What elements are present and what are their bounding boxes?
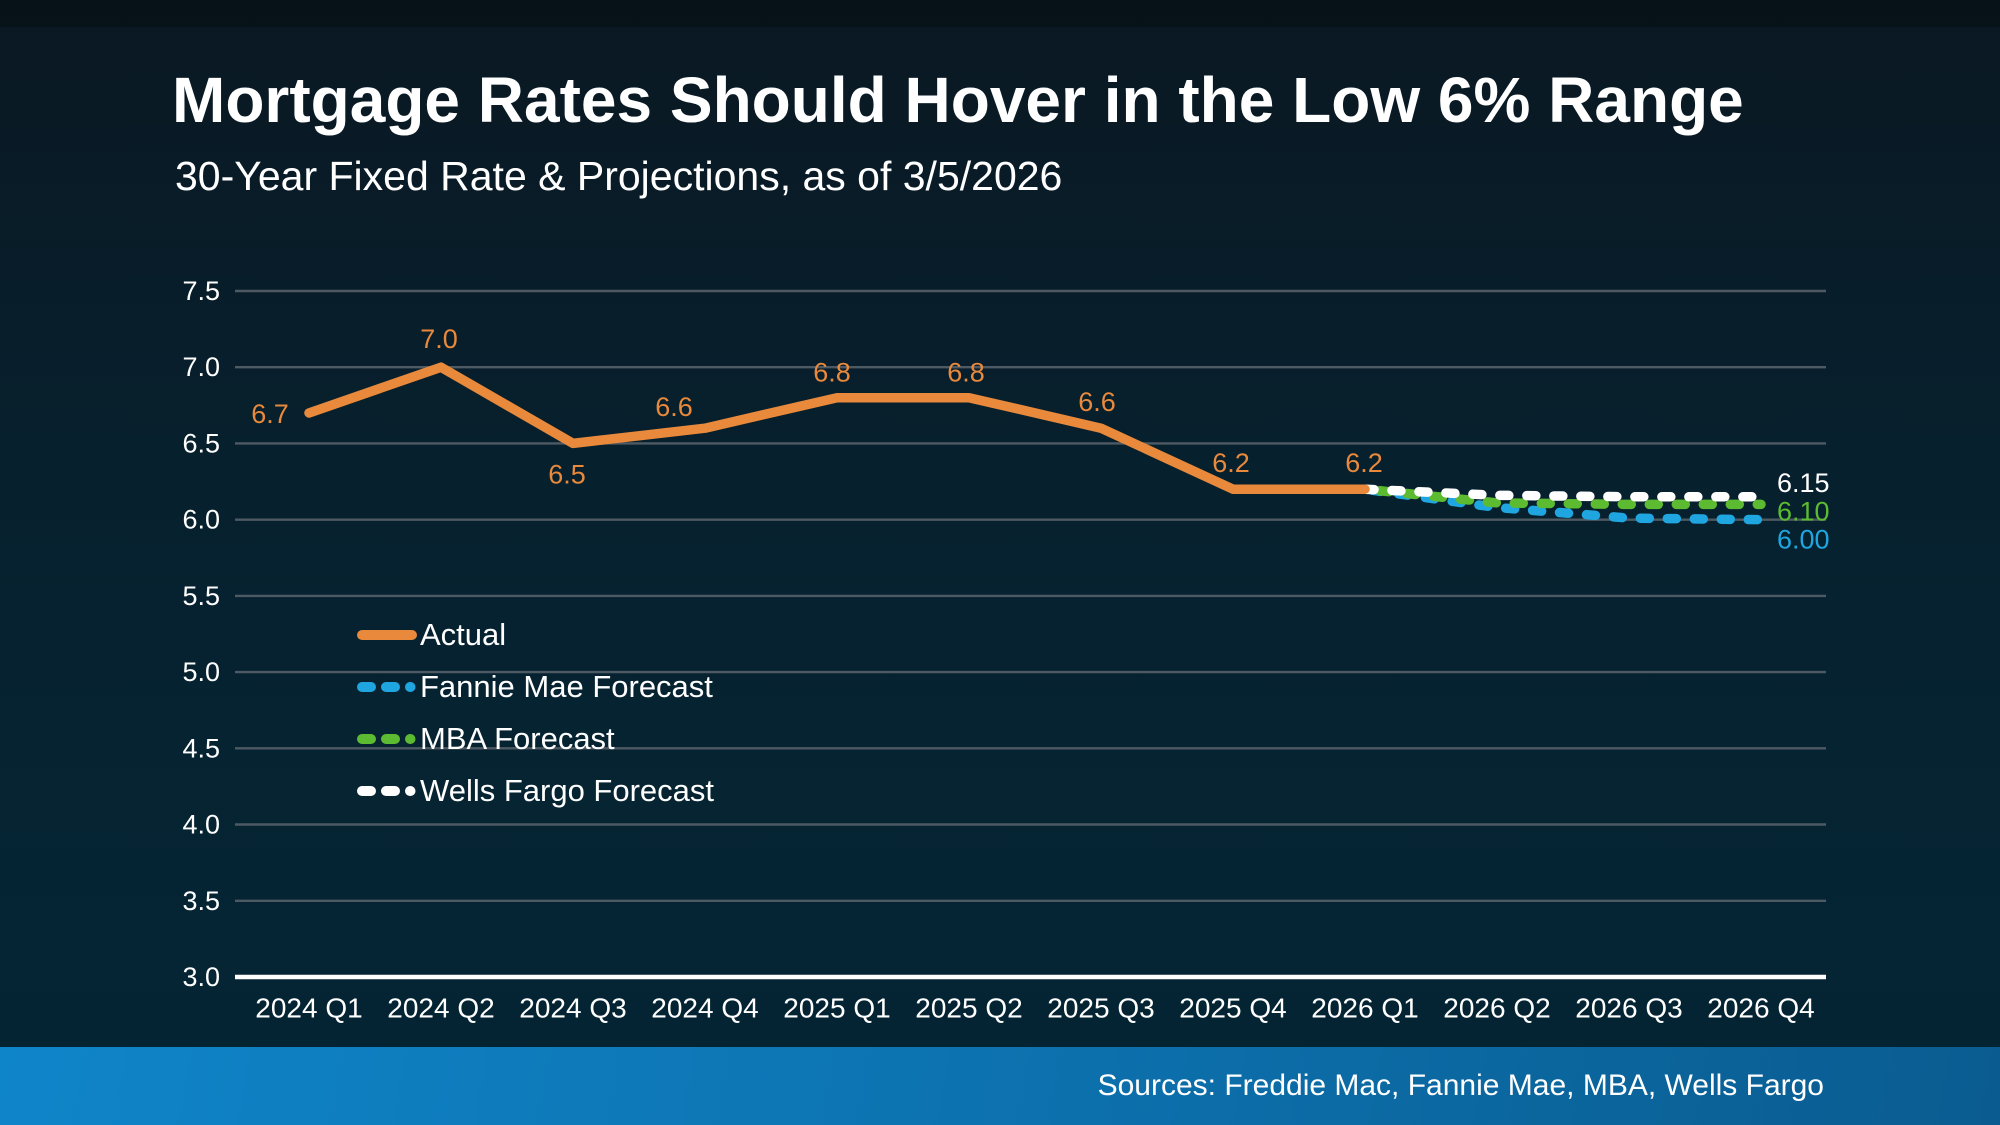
end-label-fannie-mae-forecast: 6.00 (1777, 525, 1830, 555)
x-tick-label: 2025 Q2 (915, 993, 1022, 1024)
x-tick-label: 2026 Q2 (1443, 993, 1550, 1024)
x-tick-label: 2024 Q2 (387, 993, 494, 1024)
x-tick-label: 2025 Q4 (1179, 993, 1286, 1024)
point-label: 6.2 (1212, 448, 1250, 478)
chart-legend: Actual Fannie Mae Forecast MBA Forecast Wel… (356, 609, 714, 817)
legend-swatch-dashed (357, 682, 417, 692)
legend-swatch-dashed (357, 786, 417, 796)
y-tick-label: 5.5 (182, 581, 220, 611)
legend-swatch-solid (357, 630, 417, 640)
x-tick-label: 2025 Q3 (1047, 993, 1154, 1024)
series-line-wells-fargo-forecast (1360, 484, 1766, 502)
y-tick-label: 4.0 (182, 810, 220, 840)
x-tick-label: 2026 Q1 (1311, 993, 1418, 1024)
point-label: 6.6 (655, 392, 693, 422)
y-tick-label: 3.5 (182, 886, 220, 916)
top-strip (0, 0, 2000, 27)
legend-label: Fannie Mae Forecast (420, 669, 713, 704)
footer-bar: Sources: Freddie Mac, Fannie Mae, MBA, W… (0, 1047, 2000, 1125)
chart-title: Mortgage Rates Should Hover in the Low 6… (172, 64, 1744, 136)
legend-label: Actual (420, 617, 507, 652)
point-label: 6.7 (251, 399, 289, 429)
x-tick-label: 2024 Q3 (519, 993, 626, 1024)
end-label-mba-forecast: 6.10 (1777, 496, 1830, 526)
x-tick-label: 2025 Q1 (783, 993, 890, 1024)
y-tick-label: 6.0 (182, 505, 220, 535)
y-tick-label: 7.5 (182, 276, 220, 306)
y-tick-label: 4.5 (182, 733, 220, 763)
point-label: 6.6 (1078, 387, 1116, 417)
series-line-mba-forecast (1360, 484, 1766, 510)
end-label-wells-fargo-forecast: 6.15 (1777, 468, 1830, 498)
x-tick-label: 2026 Q4 (1707, 993, 1814, 1024)
legend-swatch-dashed (357, 734, 417, 744)
legend-label: MBA Forecast (420, 721, 615, 756)
series-line-actual (304, 362, 1370, 494)
x-tick-label: 2026 Q3 (1575, 993, 1682, 1024)
legend-item-mba-forecast: MBA Forecast (356, 713, 714, 765)
chart-subtitle: 30-Year Fixed Rate & Projections, as of … (175, 153, 1063, 199)
y-tick-label: 7.0 (182, 352, 220, 382)
y-tick-label: 3.0 (182, 962, 220, 992)
point-label: 7.0 (420, 324, 458, 354)
y-tick-label: 5.0 (182, 657, 220, 687)
point-label: 6.2 (1345, 448, 1383, 478)
x-tick-label: 2024 Q1 (255, 993, 362, 1024)
sources-text: Sources: Freddie Mac, Fannie Mae, MBA, W… (1097, 1069, 1824, 1102)
legend-item-actual: Actual (356, 609, 714, 661)
x-tick-label: 2024 Q4 (651, 993, 758, 1024)
legend-label: Wells Fargo Forecast (420, 773, 715, 808)
point-label: 6.5 (548, 459, 586, 489)
y-tick-label: 6.5 (182, 428, 220, 458)
legend-item-wells-fargo-forecast: Wells Fargo Forecast (356, 765, 714, 817)
point-label: 6.8 (813, 358, 851, 388)
point-label: 6.8 (947, 358, 985, 388)
legend-item-fannie-mae-forecast: Fannie Mae Forecast (356, 661, 714, 713)
